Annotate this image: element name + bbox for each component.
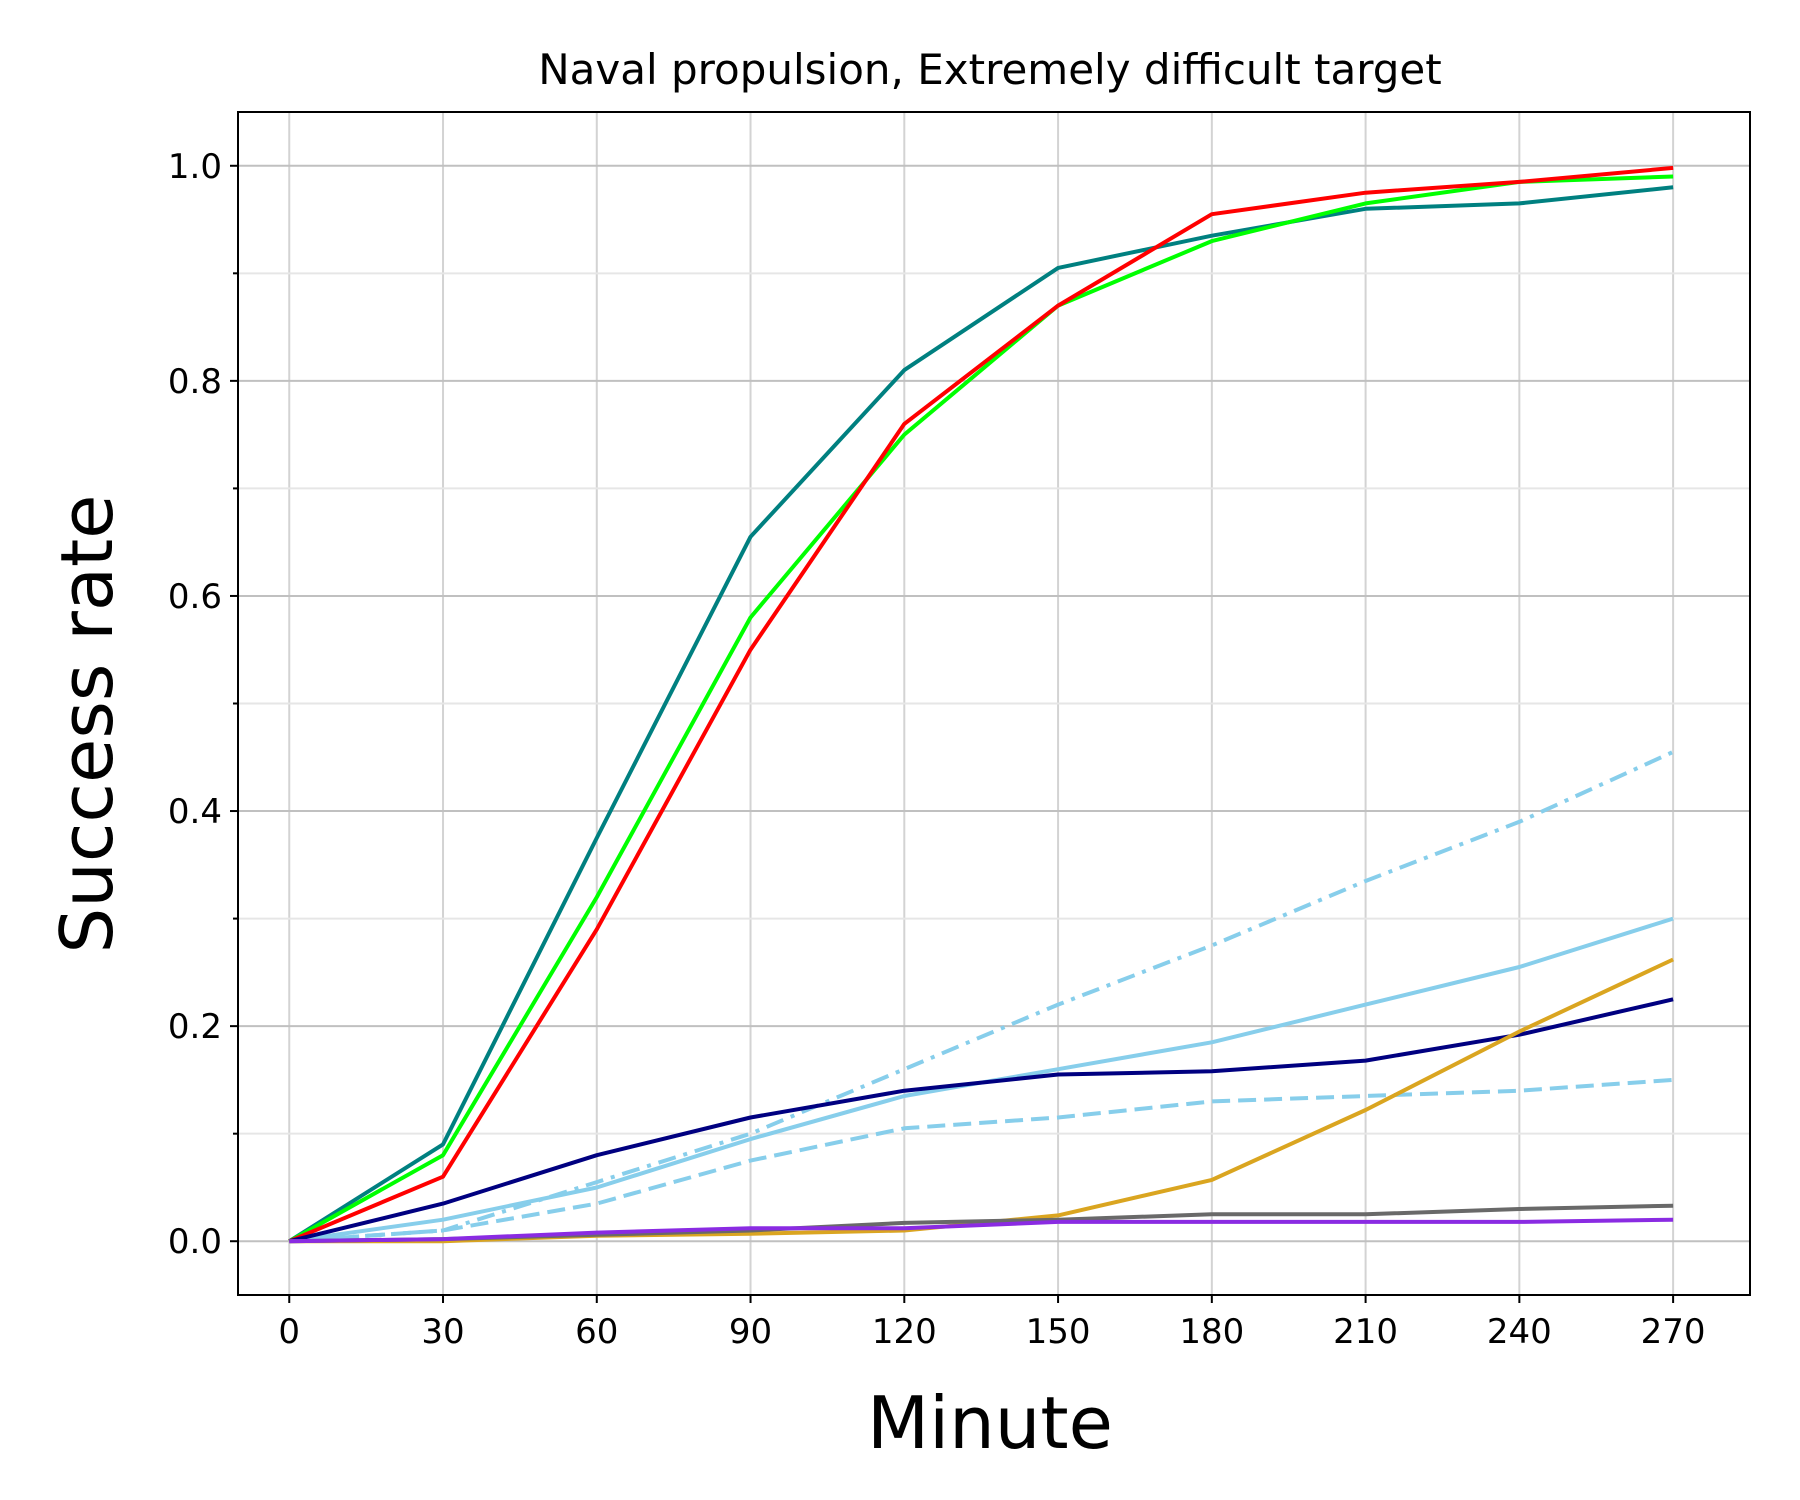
x-axis-label: Minute [867, 1381, 1113, 1465]
series-line-skyblue-dashed [289, 1077, 1674, 1244]
x-tick-label: 180 [1179, 1312, 1244, 1352]
series-line-skyblue-dashdot [289, 750, 1674, 1244]
x-tick-label: 270 [1641, 1312, 1706, 1352]
x-tick-label: 0 [278, 1312, 300, 1352]
series-line-goldenrod [289, 957, 1674, 1244]
y-tick-label: 0.0 [168, 1222, 222, 1262]
y-tick-label: 0.4 [168, 792, 222, 832]
series-line-navy [288, 997, 1674, 1244]
series-line-blueviolet [289, 1217, 1674, 1244]
chart-title: Naval propulsion, Extremely difficult ta… [538, 45, 1442, 94]
x-tick-label: 90 [729, 1312, 772, 1352]
series-line-skyblue-solid [289, 916, 1674, 1244]
series-lines [288, 165, 1674, 1244]
x-tick-label: 150 [1026, 1312, 1091, 1352]
x-tick-label: 60 [575, 1312, 618, 1352]
axis-ticks: 0 30 60 90 120 150 180 210 240 270 0.0 0.2 0.4 0.6 0.8… [168, 147, 1706, 1352]
x-tick-label: 240 [1487, 1312, 1552, 1352]
series-line-red [288, 165, 1674, 1244]
x-tick-label: 210 [1333, 1312, 1398, 1352]
y-tick-label: 0.2 [168, 1007, 222, 1047]
x-tick-label: 30 [421, 1312, 464, 1352]
x-tick-label: 120 [872, 1312, 937, 1352]
series-line-lime [288, 174, 1674, 1243]
y-tick-label: 0.8 [168, 362, 222, 402]
y-tick-label: 1.0 [168, 147, 222, 187]
series-line-teal [288, 185, 1674, 1243]
y-tick-label: 0.6 [168, 577, 222, 617]
y-axis-label: Success rate [45, 495, 129, 954]
